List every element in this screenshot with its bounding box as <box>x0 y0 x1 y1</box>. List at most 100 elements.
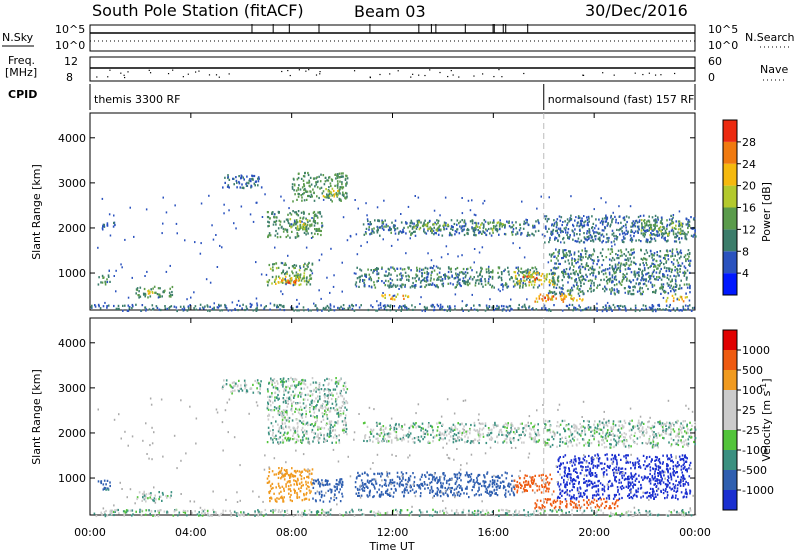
heatmap-cell <box>518 274 520 277</box>
heatmap-cell <box>215 234 217 236</box>
heatmap-cell <box>398 231 400 234</box>
heatmap-cell <box>294 393 297 396</box>
heatmap-cell <box>296 477 299 480</box>
heatmap-cell <box>660 283 663 286</box>
heatmap-cell <box>674 285 677 288</box>
heatmap-cell <box>436 227 439 230</box>
heatmap-cell <box>500 279 503 282</box>
heatmap-cell <box>426 308 428 311</box>
heatmap-cell <box>104 487 107 490</box>
heatmap-cell <box>337 415 340 418</box>
heatmap-cell <box>290 277 293 280</box>
heatmap-cell <box>687 225 690 228</box>
heatmap-cell <box>556 267 558 270</box>
heatmap-cell <box>663 289 666 293</box>
heatmap-cell <box>602 239 604 243</box>
heatmap-cell <box>325 403 328 407</box>
heatmap-cell <box>374 286 377 289</box>
heatmap-cell <box>421 275 423 278</box>
heatmap-cell <box>569 288 572 291</box>
heatmap-cell <box>311 377 314 380</box>
heatmap-cell <box>638 267 640 270</box>
heatmap-cell <box>433 226 435 229</box>
heatmap-cell <box>655 260 658 263</box>
heatmap-cell <box>391 285 394 288</box>
heatmap-cell <box>229 384 232 387</box>
freq-panel <box>89 56 696 82</box>
heatmap-cell <box>507 266 509 269</box>
heatmap-cell <box>298 283 301 287</box>
heatmap-cell <box>593 231 595 234</box>
cpid-segment-label: normalsound (fast) 157 RF <box>548 93 695 106</box>
heatmap-cell <box>468 282 471 285</box>
heatmap-cell <box>267 220 269 223</box>
heatmap-cell <box>302 484 304 487</box>
heatmap-cell <box>690 216 692 219</box>
heatmap-cell <box>425 276 428 279</box>
heatmap-cell <box>382 440 384 443</box>
heatmap-cell <box>505 423 508 426</box>
heatmap-cell <box>510 276 513 279</box>
heatmap-cell <box>406 308 408 311</box>
heatmap-cell <box>556 223 558 227</box>
heatmap-cell <box>384 438 386 441</box>
heatmap-cell <box>329 422 331 425</box>
heatmap-cell <box>297 227 299 230</box>
heatmap-cell <box>135 292 137 295</box>
heatmap-cell <box>482 435 485 438</box>
heatmap-cell <box>402 283 404 286</box>
heatmap-cell <box>291 230 293 233</box>
heatmap-cell <box>336 186 339 189</box>
heatmap-cell <box>280 290 282 293</box>
heatmap-cell <box>430 433 432 436</box>
heatmap-cell <box>493 221 495 224</box>
heatmap-cell <box>293 437 296 440</box>
heatmap-cell <box>245 383 248 387</box>
power-ylabel: Slant Range [km] <box>30 164 43 260</box>
heatmap-cell <box>436 303 439 306</box>
heatmap-cell <box>657 278 659 281</box>
heatmap-cell <box>280 383 283 386</box>
heatmap-cell <box>401 283 403 286</box>
heatmap-cell <box>143 497 145 500</box>
heatmap-cell <box>633 261 636 265</box>
heatmap-cell <box>307 423 309 427</box>
heatmap-cell <box>387 432 390 435</box>
heatmap-cell <box>686 296 688 299</box>
heatmap-cell <box>627 285 630 288</box>
heatmap-cell <box>142 494 145 497</box>
heatmap-cell <box>575 270 577 273</box>
heatmap-cell <box>653 269 655 272</box>
heatmap-cell <box>611 309 613 312</box>
heatmap-cell <box>317 388 320 391</box>
heatmap-cell <box>632 285 634 289</box>
heatmap-cell <box>335 441 337 444</box>
heatmap-cell <box>581 274 583 277</box>
heatmap-cell <box>555 220 558 223</box>
heatmap-cell <box>315 229 318 232</box>
heatmap-cell <box>422 223 425 226</box>
heatmap-cell <box>634 230 637 233</box>
heatmap-cell <box>534 230 537 233</box>
heatmap-cell <box>608 258 611 261</box>
heatmap-cell <box>535 440 538 443</box>
heatmap-cell <box>616 283 618 286</box>
heatmap-cell <box>331 402 334 405</box>
heatmap-cell <box>633 273 635 276</box>
heatmap-cell <box>687 308 689 311</box>
heatmap-cell <box>272 429 274 432</box>
heatmap-cell <box>291 384 293 387</box>
heatmap-cell <box>586 275 588 278</box>
heatmap-cell <box>149 496 151 499</box>
heatmap-cell <box>394 219 397 222</box>
heatmap-cell <box>351 304 353 307</box>
heatmap-cell <box>627 267 629 270</box>
heatmap-cell <box>145 208 148 211</box>
heatmap-cell <box>424 231 426 234</box>
heatmap-cell <box>218 305 221 308</box>
heatmap-cell <box>238 379 240 382</box>
heatmap-cell <box>622 225 625 228</box>
heatmap-cell <box>580 256 582 259</box>
heatmap-cell <box>400 285 402 288</box>
heatmap-cell <box>606 282 609 285</box>
